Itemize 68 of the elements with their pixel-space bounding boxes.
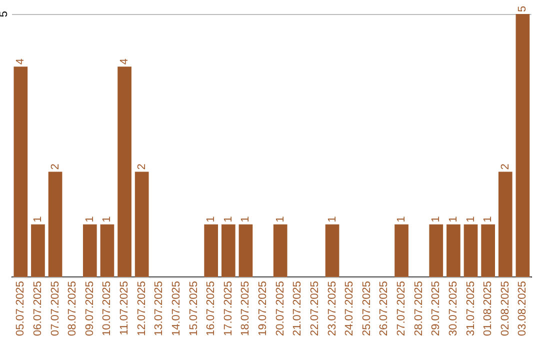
data-label: 1: [430, 216, 442, 222]
bar: [394, 224, 408, 277]
x-tick-label: 03.08.2025: [516, 280, 529, 336]
data-label: 1: [464, 216, 477, 222]
data-label: 2: [136, 164, 148, 170]
bar: [325, 224, 340, 277]
x-tick-label: 31.07.2025: [464, 280, 477, 336]
data-label: 5: [516, 6, 529, 12]
bar: [273, 224, 288, 277]
bar: [204, 224, 218, 277]
x-tick-label: 20.07.2025: [274, 280, 286, 336]
data-label: 1: [222, 216, 234, 222]
x-tick-label: 23.07.2025: [326, 280, 338, 336]
bar: [82, 224, 97, 277]
x-tick-label: 13.07.2025: [153, 280, 166, 336]
data-label: 1: [274, 216, 286, 222]
bar: [498, 172, 512, 277]
x-tick-label: 28.07.2025: [412, 280, 425, 336]
data-label: 2: [49, 164, 62, 170]
bar: [48, 172, 62, 277]
bar: [238, 224, 253, 277]
x-tick-label: 19.07.2025: [257, 280, 270, 336]
data-label: 1: [396, 216, 408, 222]
data-label: 1: [84, 216, 96, 222]
data-label: 4: [118, 58, 131, 65]
data-label: 1: [205, 216, 218, 222]
x-tick-label: 05.07.2025: [14, 280, 27, 336]
bar: [481, 224, 495, 277]
x-tick-label: 18.07.2025: [240, 280, 252, 336]
x-tick-label: 06.07.2025: [32, 280, 44, 336]
data-label: 2: [499, 164, 512, 170]
x-tick-label: 15.07.2025: [188, 280, 200, 336]
bar: [464, 224, 478, 277]
x-tick-label: 14.07.2025: [170, 280, 182, 336]
bar: [31, 224, 45, 277]
data-label: 1: [101, 216, 114, 222]
x-tick-label: 25.07.2025: [360, 280, 373, 336]
bar: [134, 172, 149, 277]
bar: [118, 66, 132, 277]
x-tick-label: 08.07.2025: [66, 280, 79, 336]
bar: [221, 224, 236, 277]
x-tick-label: 07.07.2025: [49, 280, 62, 336]
data-label: 1: [326, 216, 338, 222]
x-tick-label: 11.07.2025: [118, 280, 131, 336]
x-tick-label: 01.08.2025: [482, 280, 494, 336]
x-tick-label: 27.07.2025: [396, 280, 408, 336]
x-tick-label: 09.07.2025: [84, 280, 96, 336]
data-label: 4: [14, 58, 27, 65]
x-tick-label: 29.07.2025: [430, 280, 442, 336]
x-tick-label: 16.07.2025: [205, 280, 218, 336]
x-tick-label: 10.07.2025: [101, 280, 114, 336]
bar: [516, 14, 530, 277]
bar: [429, 224, 444, 277]
x-tick-label: 24.07.2025: [344, 280, 356, 336]
bar: [446, 224, 460, 277]
bar: [14, 66, 28, 277]
x-tick-label: 30.07.2025: [447, 280, 460, 336]
data-label: 1: [32, 216, 44, 222]
data-label: 1: [240, 216, 252, 222]
x-tick-label: 12.07.2025: [136, 280, 148, 336]
x-tick-label: 22.07.2025: [308, 280, 321, 336]
data-label: 1: [482, 216, 494, 222]
x-tick-label: 02.08.2025: [499, 280, 512, 336]
x-tick-label: 17.07.2025: [222, 280, 234, 336]
x-tick-label: 21.07.2025: [292, 280, 304, 336]
x-tick-label: 26.07.2025: [378, 280, 390, 336]
bar: [100, 224, 114, 277]
data-label: 1: [447, 216, 460, 222]
